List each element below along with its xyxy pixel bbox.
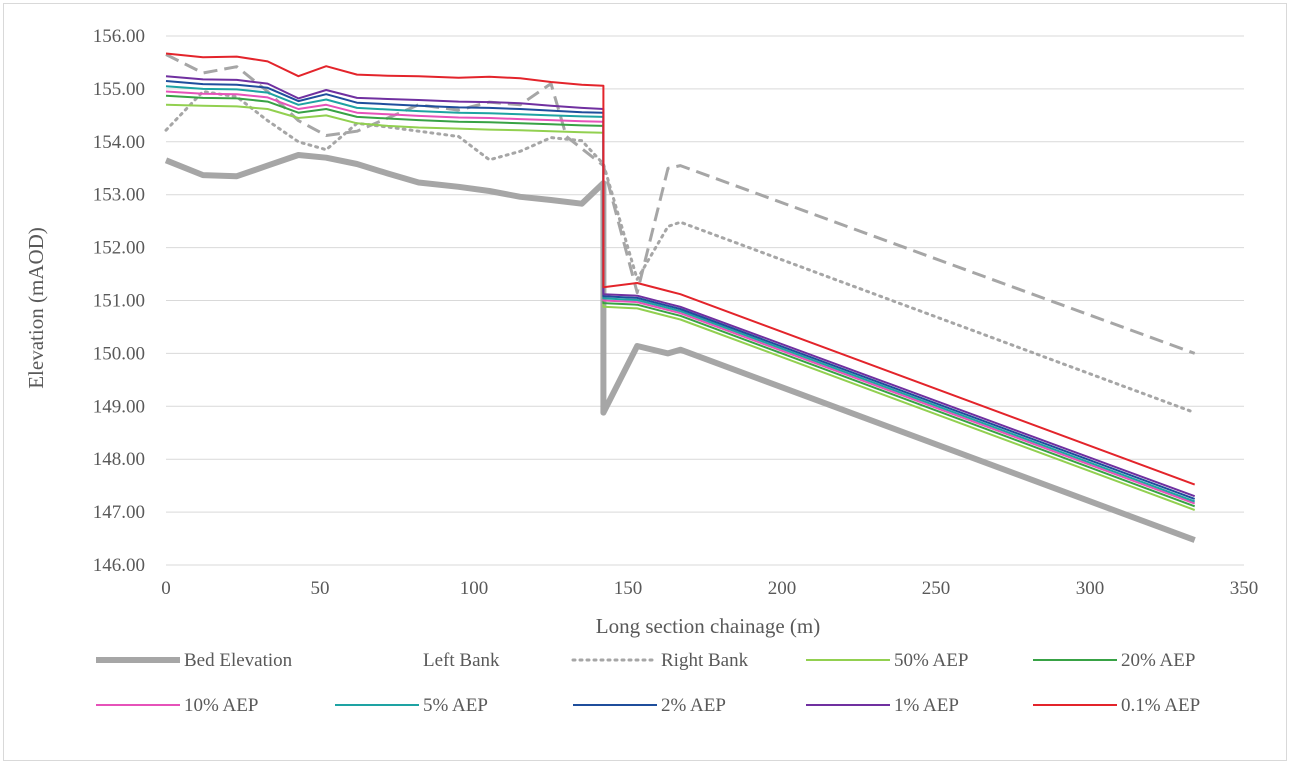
x-tick-label-6: 300 <box>1076 578 1105 599</box>
series-line-4 <box>165 94 1196 508</box>
legend-label-5: 10% AEP <box>184 695 258 716</box>
y-tick-label-2: 148.00 <box>93 449 145 470</box>
x-tick-label-5: 250 <box>922 578 951 599</box>
chart-frame <box>3 3 1287 761</box>
legend-label-1: Left Bank <box>423 650 500 671</box>
series-line-9 <box>165 52 1196 486</box>
y-tick-label-0: 146.00 <box>93 555 145 576</box>
x-tick-label-1: 50 <box>311 578 330 599</box>
legend-label-2: Right Bank <box>661 650 749 671</box>
x-tick-label-0: 0 <box>161 578 171 599</box>
y-tick-label-5: 151.00 <box>93 291 145 312</box>
series-line-2 <box>164 90 1197 415</box>
y-tick-label-7: 153.00 <box>93 185 145 206</box>
y-tick-label-10: 156.00 <box>93 26 145 47</box>
y-tick-labels: 146.00 147.00 148.00 149.00 150.00 151.00 152.… <box>93 26 145 576</box>
series-line-8 <box>165 75 1196 498</box>
x-tick-label-7: 350 <box>1230 578 1259 599</box>
legend-label-6: 5% AEP <box>423 695 488 716</box>
x-tick-label-4: 200 <box>768 578 797 599</box>
legend-label-3: 50% AEP <box>894 650 968 671</box>
y-tick-label-3: 149.00 <box>93 396 145 417</box>
y-tick-label-9: 155.00 <box>93 79 145 100</box>
y-tick-label-4: 150.00 <box>93 343 145 364</box>
series-line-0 <box>164 152 1196 543</box>
x-tick-labels: 0 50 100 150 200 250 300 350 <box>161 578 1258 599</box>
series-lines <box>164 52 1197 543</box>
x-axis-title: Long section chainage (m) <box>596 614 821 638</box>
legend: Bed Elevation Left Bank Right Bank 50% AEP 2… <box>96 650 1200 716</box>
series-line-7 <box>165 80 1196 500</box>
series-line-1 <box>165 53 1196 355</box>
series-line-6 <box>165 85 1196 503</box>
y-axis-title: Elevation (mAOD) <box>24 227 48 389</box>
legend-label-0: Bed Elevation <box>184 650 293 671</box>
y-tick-label-8: 154.00 <box>93 132 145 153</box>
y-tick-label-1: 147.00 <box>93 502 145 523</box>
legend-label-8: 1% AEP <box>894 695 959 716</box>
series-line-5 <box>165 90 1196 505</box>
x-tick-label-3: 150 <box>614 578 643 599</box>
legend-label-4: 20% AEP <box>1121 650 1195 671</box>
series-line-3 <box>165 103 1196 511</box>
legend-label-9: 0.1% AEP <box>1121 695 1200 716</box>
gridlines <box>166 35 1244 566</box>
legend-label-7: 2% AEP <box>661 695 726 716</box>
x-tick-label-2: 100 <box>460 578 489 599</box>
y-tick-label-6: 152.00 <box>93 238 145 259</box>
